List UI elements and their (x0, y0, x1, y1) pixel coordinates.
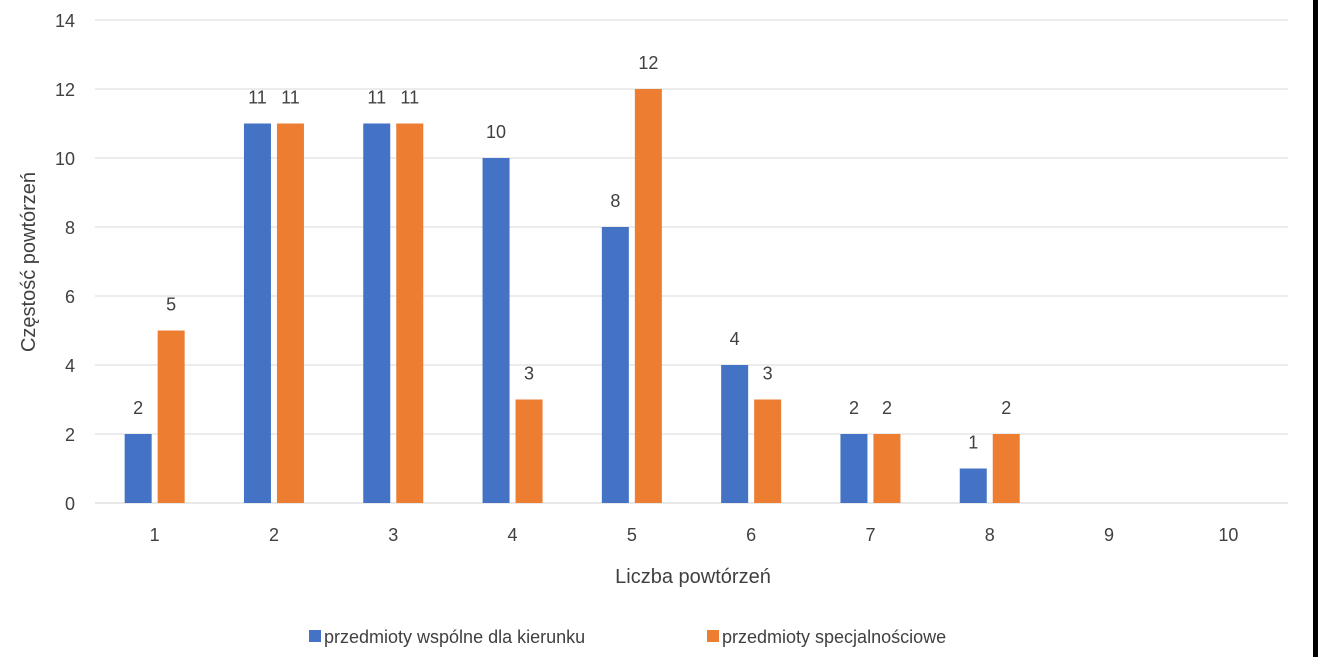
x-tick-label: 2 (269, 525, 279, 545)
data-label: 2 (849, 398, 859, 418)
bar (515, 399, 543, 503)
bar (840, 434, 868, 503)
x-tick-label: 1 (150, 525, 160, 545)
legend-swatch (707, 630, 719, 642)
bar (601, 227, 629, 503)
x-tick-label: 4 (508, 525, 518, 545)
y-tick-label: 10 (55, 149, 75, 169)
x-tick-label: 3 (388, 525, 398, 545)
data-label: 11 (367, 88, 386, 108)
data-label: 2 (1001, 398, 1011, 418)
y-tick-label: 2 (65, 425, 75, 445)
legend-item: przedmioty specjalnościowe (707, 627, 946, 647)
legend: przedmioty wspólne dla kierunku przedmiot… (309, 627, 946, 647)
x-tick-label: 7 (865, 525, 875, 545)
gridlines (95, 19, 1288, 504)
data-label: 11 (400, 88, 419, 108)
y-tick-label: 0 (65, 494, 75, 514)
bar (124, 434, 152, 503)
y-tick-label: 12 (55, 80, 75, 100)
bar (243, 123, 271, 503)
bar (754, 399, 782, 503)
data-label: 3 (524, 364, 534, 384)
data-label: 1 (968, 433, 978, 453)
x-axis-title: Liczba powtórzeń (615, 566, 771, 588)
legend-item: przedmioty wspólne dla kierunku (309, 627, 585, 647)
bar (157, 330, 185, 503)
bar (363, 123, 391, 503)
legend-label: przedmioty specjalnościowe (722, 627, 946, 647)
bar (396, 123, 424, 503)
bar (959, 468, 987, 503)
data-label: 2 (882, 398, 892, 418)
x-tick-label: 10 (1218, 525, 1238, 545)
x-axis-ticks: 1 2 3 4 5 6 7 8 9 10 (150, 525, 1239, 545)
y-tick-label: 4 (65, 356, 75, 376)
data-label: 5 (166, 295, 176, 315)
bar (276, 123, 304, 503)
data-label: 11 (248, 88, 267, 108)
bar (634, 89, 662, 503)
data-label: 8 (610, 191, 620, 211)
data-label: 2 (133, 398, 143, 418)
x-tick-label: 8 (985, 525, 995, 545)
data-labels: 2 11 11 10 8 4 2 1 5 11 11 3 12 3 2 2 (133, 53, 1011, 453)
bar (873, 434, 901, 503)
y-axis-ticks: 0 2 4 6 8 10 12 14 (55, 11, 75, 514)
data-label: 4 (730, 329, 740, 349)
data-label: 12 (638, 53, 658, 73)
bar (992, 434, 1020, 503)
x-tick-label: 9 (1104, 525, 1114, 545)
y-tick-label: 6 (65, 287, 75, 307)
x-tick-label: 6 (746, 525, 756, 545)
legend-swatch (309, 630, 321, 642)
y-axis-title: Częstość powtórzeń (18, 172, 40, 352)
data-label: 11 (281, 88, 300, 108)
x-tick-label: 5 (627, 525, 637, 545)
legend-label: przedmioty wspólne dla kierunku (324, 627, 585, 647)
right-border (1313, 0, 1318, 657)
y-tick-label: 8 (65, 218, 75, 238)
data-label: 10 (486, 122, 506, 142)
bars (124, 89, 1020, 503)
data-label: 3 (763, 364, 773, 384)
bar (721, 365, 749, 503)
y-tick-label: 14 (55, 11, 75, 31)
bar (482, 158, 510, 503)
